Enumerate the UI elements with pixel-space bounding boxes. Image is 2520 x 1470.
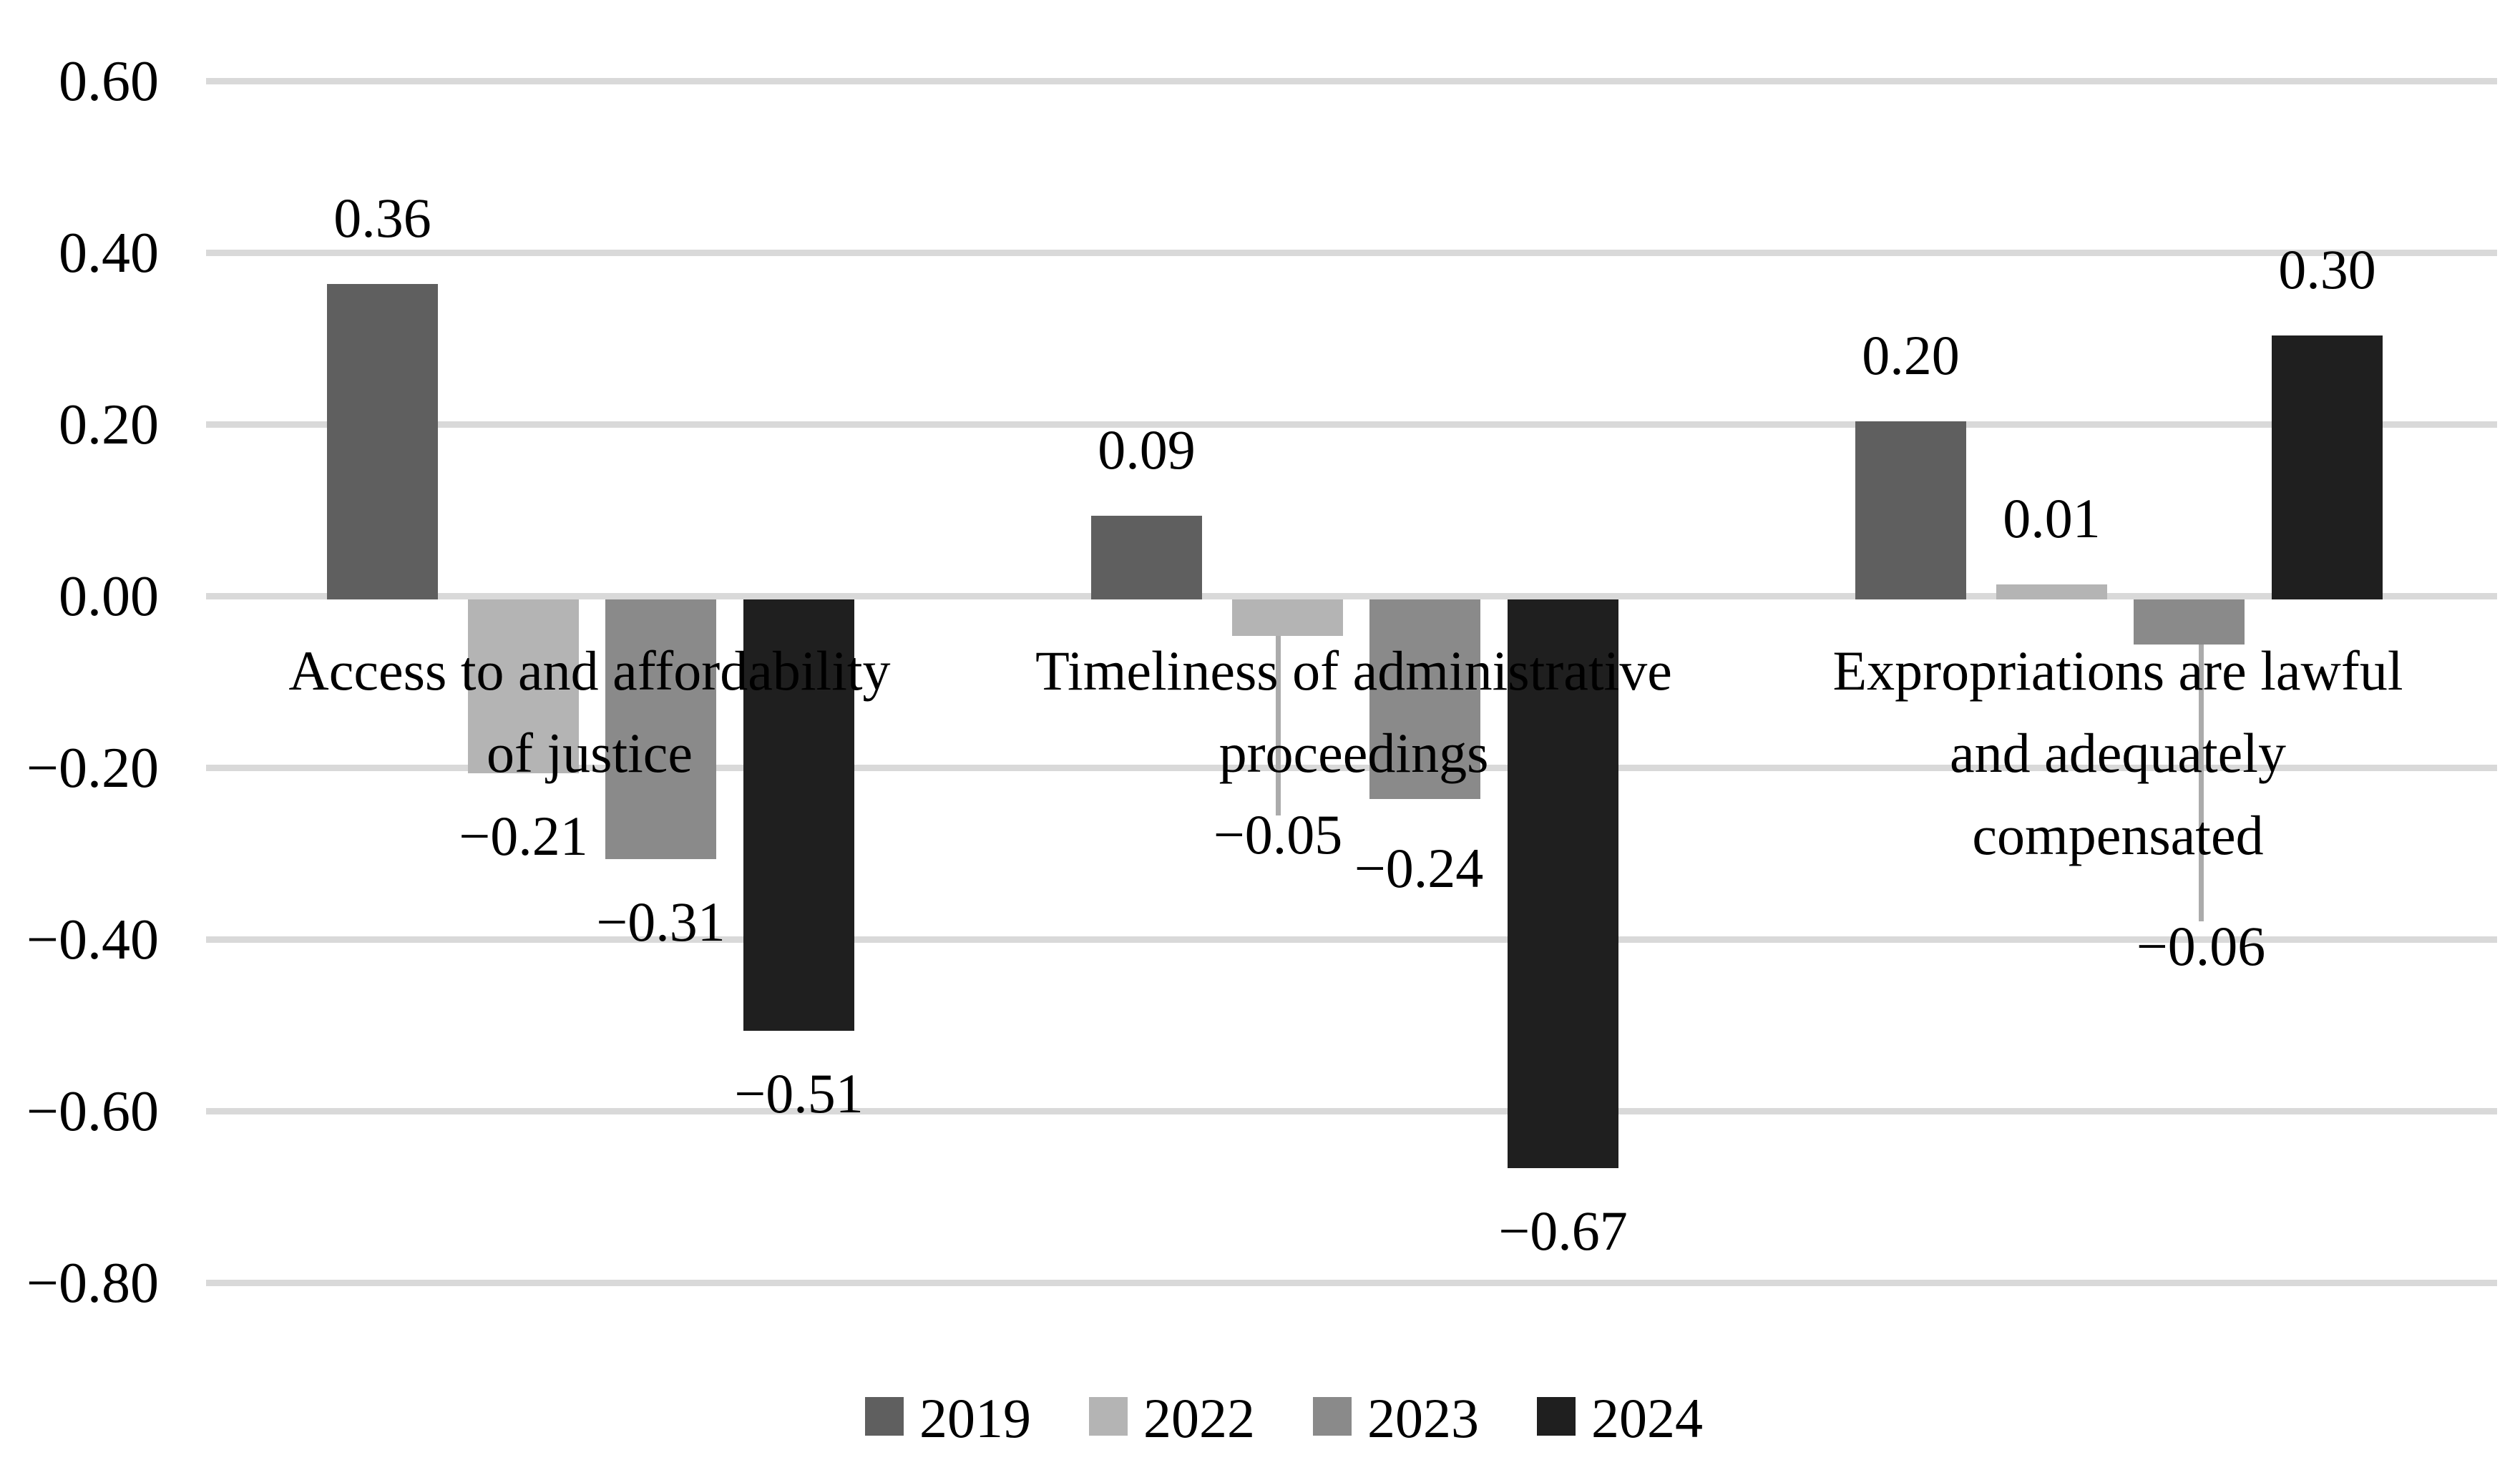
legend-swatch-2023	[1313, 1397, 1352, 1436]
category-label-access-justice-line1: Access to and affordability	[288, 640, 891, 702]
data-label-leader-line	[2199, 645, 2204, 921]
y-axis-tick-label: 0.00	[59, 565, 159, 628]
bar-2022-timeliness-admin	[1232, 599, 1343, 636]
bar-2024-expropriations	[2272, 335, 2383, 599]
legend-label-2019: 2019	[919, 1387, 1031, 1449]
gridline	[206, 421, 2497, 428]
category-label-timeliness-admin-line2: proceedings	[1219, 722, 1489, 784]
bar-2023-expropriations	[2134, 599, 2245, 645]
legend-label-2023: 2023	[1367, 1387, 1479, 1449]
legend-swatch-2019	[865, 1397, 904, 1436]
y-axis-tick-label: −0.20	[26, 737, 159, 800]
data-label-2022-expropriations: 0.01	[2003, 487, 2101, 549]
bar-2022-expropriations	[1996, 584, 2107, 599]
bar-2024-access-justice	[743, 599, 854, 1031]
data-label-2023-access-justice: −0.31	[596, 891, 726, 953]
data-label-2019-access-justice: 0.36	[333, 187, 431, 249]
data-label-2022-timeliness-admin: −0.05	[1213, 803, 1343, 866]
data-label-leader-line	[1276, 636, 1281, 815]
category-label-expropriations-line3: compensated	[1972, 804, 2264, 866]
bar-2019-access-justice	[327, 284, 438, 599]
gridline	[206, 1280, 2497, 1286]
data-label-2024-timeliness-admin: −0.67	[1498, 1200, 1628, 1262]
data-label-2024-expropriations: 0.30	[2278, 238, 2376, 300]
gridline	[206, 250, 2497, 256]
data-label-2023-timeliness-admin: −0.24	[1354, 837, 1484, 899]
category-label-access-justice-line2: of justice	[486, 722, 693, 784]
bar-2023-access-justice	[605, 599, 716, 859]
y-axis-tick-label: 0.60	[59, 50, 159, 113]
category-label-expropriations-line2: and adequately	[1950, 722, 2286, 784]
gridline	[206, 78, 2497, 84]
data-label-2022-access-justice: −0.21	[459, 805, 588, 867]
y-axis-tick-label: −0.80	[26, 1252, 159, 1315]
legend-swatch-2022	[1089, 1397, 1128, 1436]
bar-2022-access-justice	[468, 599, 579, 773]
data-label-2019-expropriations: 0.20	[1862, 324, 1960, 386]
gridline	[206, 593, 2497, 599]
y-axis-tick-label: 0.20	[59, 393, 159, 456]
bar-2023-timeliness-admin	[1369, 599, 1480, 799]
legend-swatch-2024	[1537, 1397, 1576, 1436]
data-label-2024-access-justice: −0.51	[734, 1062, 864, 1124]
y-axis-tick-label: −0.40	[26, 908, 159, 971]
y-axis-tick-label: 0.40	[59, 222, 159, 285]
bar-2024-timeliness-admin	[1508, 599, 1618, 1168]
data-label-2019-timeliness-admin: 0.09	[1098, 418, 1196, 481]
y-axis-tick-label: −0.60	[26, 1080, 159, 1143]
gridline	[206, 765, 2497, 771]
legend-label-2022: 2022	[1143, 1387, 1255, 1449]
category-label-expropriations-line1: Expropriations are lawful	[1832, 640, 2403, 702]
bar-2019-expropriations	[1855, 421, 1966, 599]
gridline	[206, 1108, 2497, 1114]
legend-label-2024: 2024	[1591, 1387, 1703, 1449]
category-label-timeliness-admin-line1: Timeliness of administrative	[1035, 640, 1672, 702]
gridline	[206, 936, 2497, 943]
bar-2019-timeliness-admin	[1091, 516, 1202, 599]
data-label-2023-expropriations: −0.06	[2136, 915, 2266, 977]
